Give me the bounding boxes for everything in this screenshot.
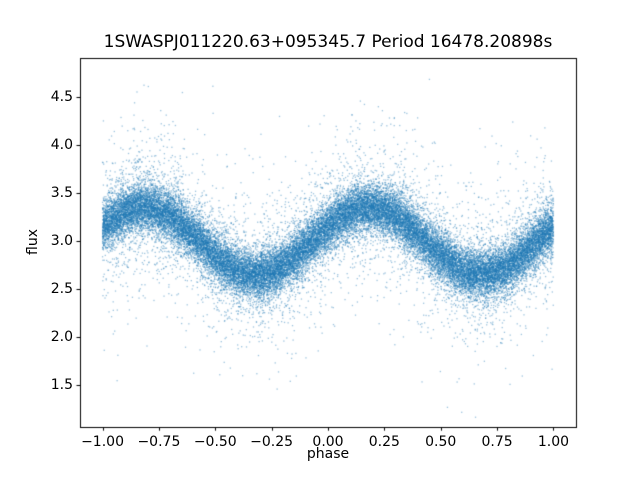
y-tick-label: 2.5 [50, 280, 73, 297]
x-tick-label: −0.75 [137, 434, 181, 451]
chart-title: 1SWASPJ011220.63+095345.7 Period 16478.2… [103, 32, 553, 52]
x-tick-label: 0.25 [368, 434, 400, 451]
y-tick-label: 3.5 [50, 184, 73, 201]
y-tick-label: 4.0 [50, 136, 73, 153]
y-tick-label: 2.0 [50, 328, 73, 345]
x-tick-label: −0.50 [193, 434, 237, 451]
y-tick-label: 4.5 [50, 88, 73, 105]
x-axis-label: phase [306, 446, 350, 462]
x-tick-label: −0.25 [250, 434, 294, 451]
y-tick-label: 3.0 [50, 232, 73, 249]
x-tick-label: 0.75 [481, 434, 513, 451]
x-tick-label: 0.50 [425, 434, 457, 451]
y-axis-label: flux [25, 229, 41, 255]
y-tick-label: 1.5 [50, 376, 73, 393]
x-tick-label: 0.00 [312, 434, 344, 451]
x-tick-label: −1.00 [81, 434, 124, 451]
x-tick-label: 1.00 [537, 434, 570, 451]
